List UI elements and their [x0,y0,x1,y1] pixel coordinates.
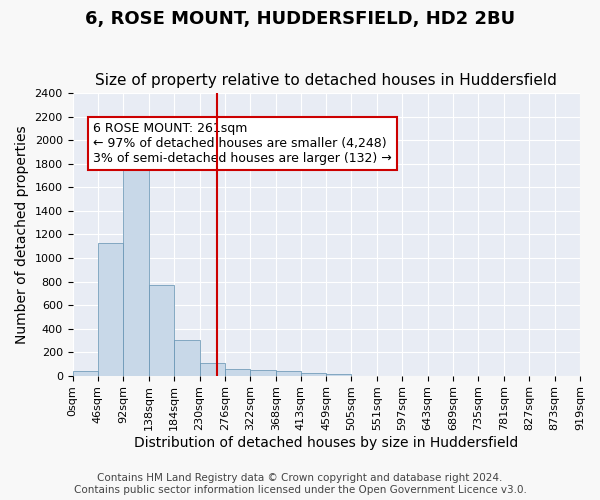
Y-axis label: Number of detached properties: Number of detached properties [15,125,29,344]
Bar [174,340,200,376]
Title: Size of property relative to detached houses in Huddersfield: Size of property relative to detached ho… [95,73,557,88]
Text: 6 ROSE MOUNT: 261sqm
← 97% of detached houses are smaller (4,248)
3% of semi-det: 6 ROSE MOUNT: 261sqm ← 97% of detached h… [93,122,392,164]
Text: Contains HM Land Registry data © Crown copyright and database right 2024.
Contai: Contains HM Land Registry data © Crown c… [74,474,526,495]
Bar [276,371,301,376]
Bar [200,362,225,376]
Bar [301,373,326,376]
Bar [326,374,352,376]
Text: 6, ROSE MOUNT, HUDDERSFIELD, HD2 2BU: 6, ROSE MOUNT, HUDDERSFIELD, HD2 2BU [85,10,515,28]
Bar [225,369,250,376]
Bar [124,146,149,376]
Bar [73,371,98,376]
X-axis label: Distribution of detached houses by size in Huddersfield: Distribution of detached houses by size … [134,436,518,450]
Bar [250,370,276,376]
Bar [98,242,124,376]
Bar [149,285,174,376]
